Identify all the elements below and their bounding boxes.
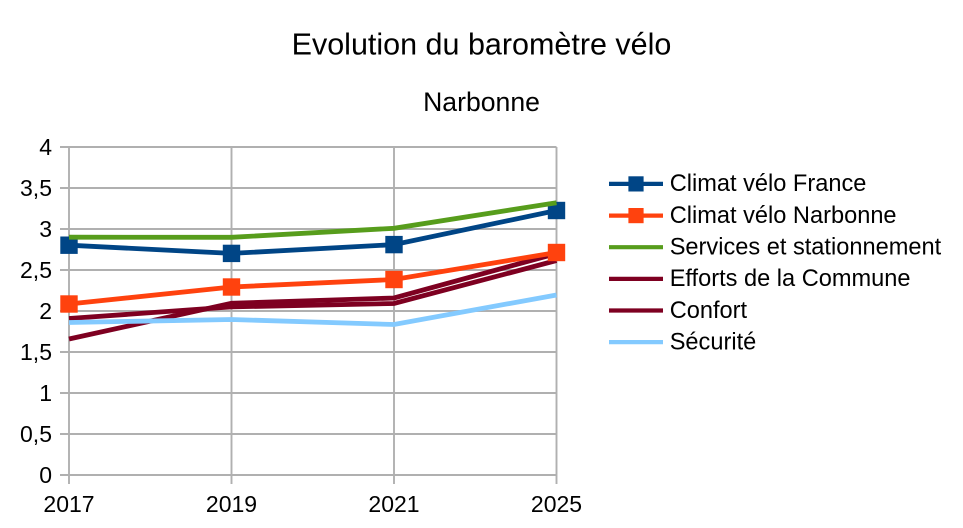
svg-text:2: 2: [39, 298, 52, 324]
svg-text:2,5: 2,5: [20, 257, 52, 283]
svg-text:1: 1: [39, 380, 52, 406]
svg-text:1,5: 1,5: [20, 339, 52, 365]
svg-text:2025: 2025: [531, 491, 582, 517]
svg-text:Sécurité: Sécurité: [670, 329, 757, 355]
svg-text:Narbonne: Narbonne: [423, 87, 540, 117]
svg-text:2017: 2017: [43, 491, 94, 517]
svg-text:Services et stationnement: Services et stationnement: [670, 235, 942, 261]
svg-text:2019: 2019: [206, 491, 257, 517]
svg-text:3,5: 3,5: [20, 175, 52, 201]
svg-text:3: 3: [39, 216, 52, 242]
svg-text:4: 4: [39, 134, 52, 160]
svg-text:Evolution du baromètre vélo: Evolution du baromètre vélo: [292, 28, 672, 62]
svg-text:2021: 2021: [368, 491, 419, 517]
svg-text:Confort: Confort: [670, 298, 748, 324]
svg-text:0,5: 0,5: [20, 421, 52, 447]
svg-text:Climat vélo Narbonne: Climat vélo Narbonne: [670, 203, 897, 229]
svg-text:Efforts de la Commune: Efforts de la Commune: [670, 266, 911, 292]
svg-text:0: 0: [39, 462, 52, 488]
svg-text:Climat vélo France: Climat vélo France: [670, 171, 867, 197]
